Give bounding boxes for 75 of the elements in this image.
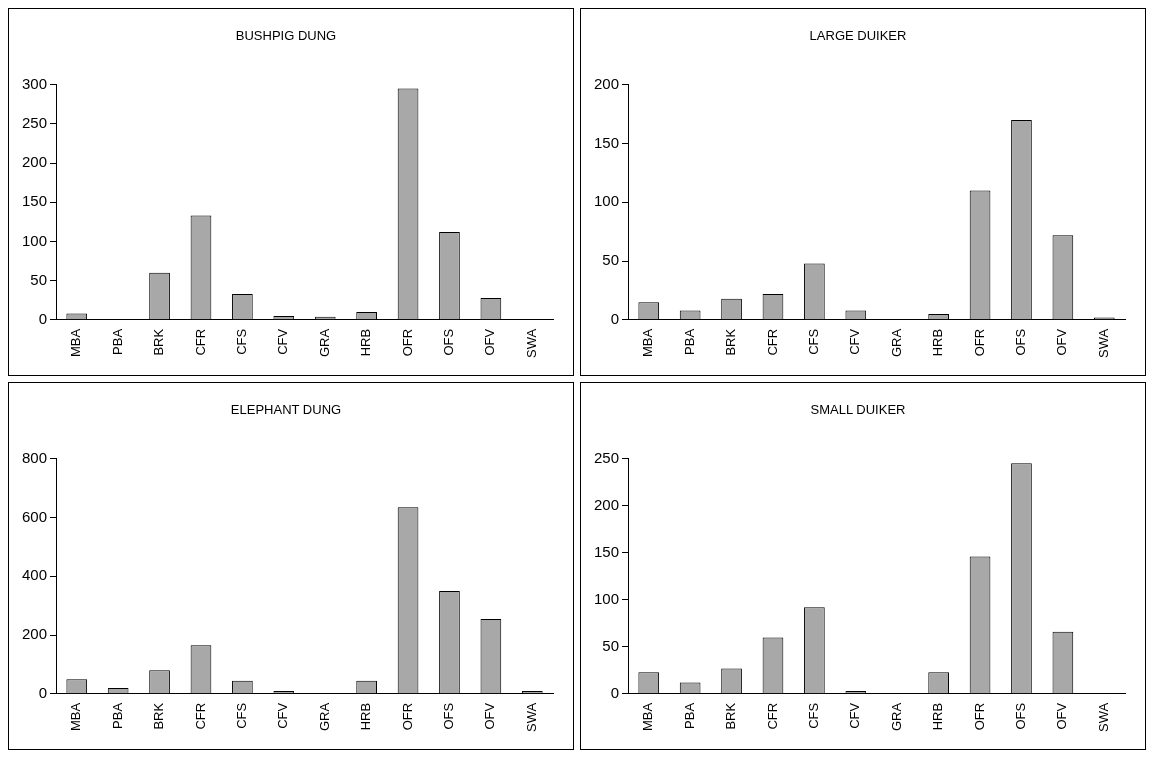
y-tick-label: 50 <box>602 251 620 269</box>
x-tick-label: CFV <box>275 328 291 355</box>
x-tick-label: HRB <box>358 328 374 357</box>
y-tick-label: 100 <box>594 192 620 210</box>
x-tick-label: OFS <box>441 702 457 730</box>
x-tick-label: BRK <box>151 702 167 730</box>
x-tick-label: HRB <box>358 702 374 731</box>
x-tick-label: CFR <box>192 328 208 356</box>
x-tick-label: OFR <box>399 702 415 731</box>
x-tick-label: CFS <box>233 328 249 355</box>
x-tick-label: CFR <box>764 328 780 356</box>
x-tick-label: OFV <box>482 702 498 730</box>
x-tick-label: OFS <box>441 328 457 356</box>
x-tick-label: SWA <box>1095 702 1111 733</box>
y-tick-label: 0 <box>38 310 48 328</box>
x-tick-label: CFS <box>805 328 821 355</box>
x-tick-label: HRB <box>930 702 946 731</box>
x-tick-label: MBA <box>68 702 84 732</box>
y-tick-label: 150 <box>22 192 48 210</box>
x-tick-label: MBA <box>640 328 656 358</box>
x-tick-label: GRA <box>888 328 904 358</box>
y-tick-label: 0 <box>610 684 620 702</box>
y-tick-label: 0 <box>38 684 48 702</box>
x-tick-label: CFV <box>275 702 291 729</box>
y-tick-label: 600 <box>22 507 48 525</box>
x-tick-label: MBA <box>640 702 656 732</box>
y-tick-label: 100 <box>22 231 48 249</box>
x-tick-label: OFS <box>1013 702 1029 730</box>
x-tick-label: PBA <box>109 328 125 355</box>
y-tick-label: 800 <box>22 448 48 466</box>
x-tick-label: MBA <box>68 328 84 358</box>
x-tick-label: OFV <box>1054 328 1070 356</box>
y-tick-label: 0 <box>610 310 620 328</box>
x-tick-label: BRK <box>723 702 739 730</box>
x-tick-label: OFS <box>1013 328 1029 356</box>
y-tick-label: 200 <box>22 625 48 643</box>
x-tick-label: OFR <box>971 328 987 357</box>
x-tick-label: CFV <box>847 328 863 355</box>
y-tick-label: 50 <box>30 270 48 288</box>
x-tick-label: PBA <box>681 702 697 729</box>
x-tick-label: GRA <box>316 702 332 732</box>
y-tick-label: 200 <box>22 153 48 171</box>
x-tick-label: CFS <box>805 702 821 729</box>
x-tick-label: BRK <box>723 328 739 356</box>
y-tick-label: 300 <box>22 74 48 92</box>
chart-title: BUSHPIG DUNG <box>235 28 337 44</box>
y-tick-label: 200 <box>594 74 620 92</box>
x-tick-label: CFV <box>847 702 863 729</box>
y-tick-label: 250 <box>594 448 620 466</box>
x-tick-label: PBA <box>109 702 125 729</box>
y-tick-label: 50 <box>602 636 620 654</box>
chart-title: LARGE DUIKER <box>809 28 907 44</box>
x-tick-label: BRK <box>151 328 167 356</box>
x-tick-label: OFR <box>971 702 987 731</box>
y-tick-label: 250 <box>22 113 48 131</box>
x-tick-label: PBA <box>681 328 697 355</box>
x-tick-label: OFR <box>399 328 415 357</box>
x-tick-label: CFS <box>233 702 249 729</box>
x-tick-label: CFR <box>764 702 780 730</box>
x-tick-label: SWA <box>523 328 539 359</box>
y-tick-label: 400 <box>22 566 48 584</box>
chart-title: ELEPHANT DUNG <box>230 402 342 418</box>
x-tick-label: SWA <box>523 702 539 733</box>
x-tick-label: SWA <box>1095 328 1111 359</box>
x-tick-label: GRA <box>316 328 332 358</box>
y-tick-label: 150 <box>594 133 620 151</box>
y-tick-label: 150 <box>594 542 620 560</box>
chart-title: SMALL DUIKER <box>810 402 906 418</box>
x-tick-label: CFR <box>192 702 208 730</box>
x-tick-label: OFV <box>482 328 498 356</box>
y-tick-label: 200 <box>594 495 620 513</box>
x-tick-label: GRA <box>888 702 904 732</box>
y-tick-label: 100 <box>594 589 620 607</box>
x-tick-label: OFV <box>1054 702 1070 730</box>
x-tick-label: HRB <box>930 328 946 357</box>
